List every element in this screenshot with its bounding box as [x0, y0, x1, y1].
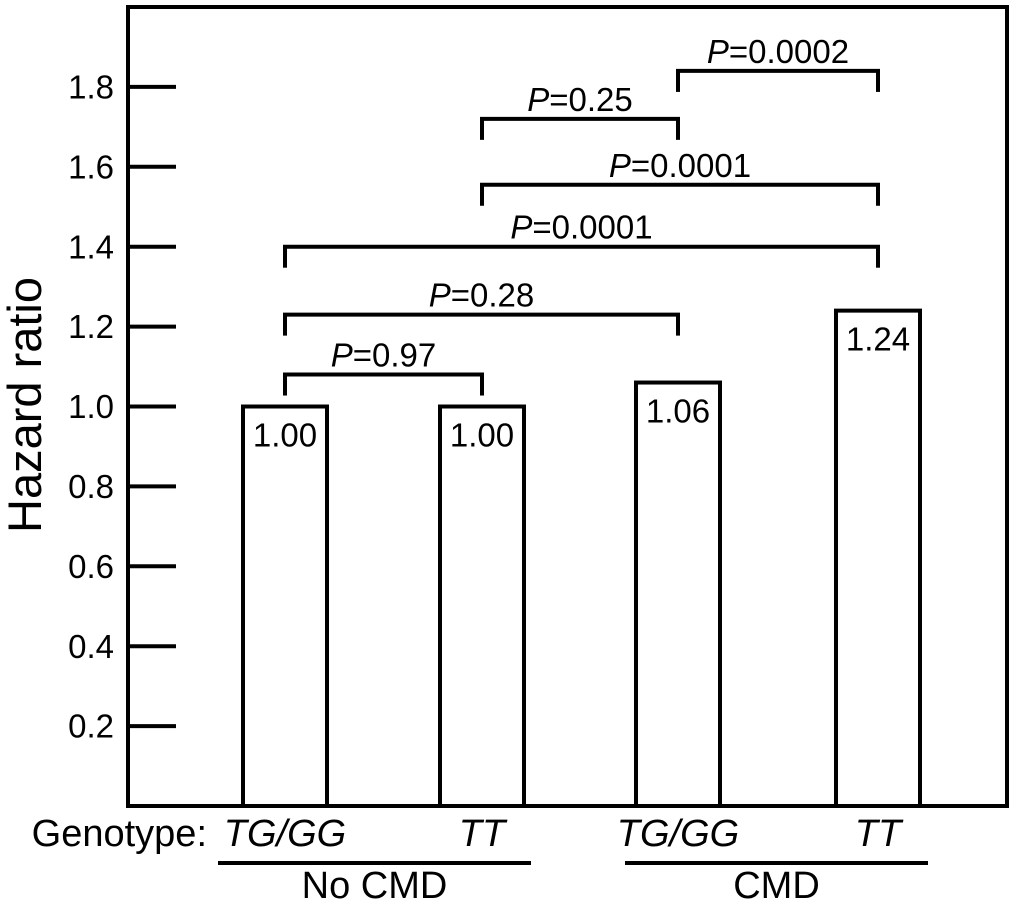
pvalue-bracket: P=0.0001: [283, 209, 880, 268]
bar-value-label: 1.24: [846, 321, 910, 358]
bars-group: 1.00 1.00 1.06 1.24: [241, 308, 922, 808]
pvalue-label: P=0.0001: [609, 147, 751, 184]
pvalue-label: P=0.28: [429, 277, 535, 314]
genotype-label: TT: [459, 813, 508, 855]
bar-tt-3: [834, 308, 922, 808]
y-tick-label: 0.8: [68, 468, 114, 505]
bar-tg-gg-2: [634, 380, 722, 808]
bar-value-label: 1.00: [450, 417, 514, 454]
y-tick-label: 0.2: [68, 708, 114, 745]
y-tick-label: 1.6: [68, 148, 114, 185]
genotype-label: TG/GG: [224, 813, 346, 855]
pvalue-bracket: P=0.0002: [676, 33, 880, 92]
pvalue-bracket: P=0.25: [480, 81, 680, 140]
bar-value-label: 1.06: [646, 393, 710, 430]
pvalue-bracket: P=0.28: [283, 277, 680, 336]
bar-tg-gg-0: [241, 404, 329, 808]
y-tick-label: 1.0: [68, 388, 114, 425]
y-tick-label: 1.2: [68, 308, 114, 345]
y-tick-label: 0.6: [68, 548, 114, 585]
pvalue-label: P=0.0001: [510, 209, 652, 246]
pvalue-brackets-group: P=0.97 P=0.28 P=0.0001 P=0.0001 P=0.25 P=0.00…: [283, 33, 880, 396]
bar-tt-1: [438, 404, 526, 808]
y-tick-label: 1.4: [68, 228, 114, 265]
x-axis-prefix-label: Genotype:: [32, 813, 207, 855]
group-label: No CMD: [302, 865, 448, 907]
pvalue-label: P=0.0002: [707, 33, 849, 70]
pvalue-label: P=0.25: [527, 81, 633, 118]
genotype-label: TG/GG: [617, 813, 739, 855]
y-axis-ticks-group: 0.2 0.4 0.6 0.8 1.0 1.2 1.4 1.6 1.8: [68, 68, 176, 745]
y-axis-title: Hazard ratio: [0, 277, 51, 533]
pvalue-label: P=0.97: [331, 337, 437, 374]
y-tick-label: 0.4: [68, 628, 114, 665]
pvalue-bracket: P=0.0001: [480, 147, 880, 206]
pvalue-bracket: P=0.97: [283, 337, 484, 396]
x-axis-labels-group: Genotype: TG/GG TT TG/GG TT No CMD CMD: [32, 813, 928, 907]
group-label: CMD: [733, 865, 820, 907]
bar-value-label: 1.00: [253, 417, 317, 454]
genotype-label: TT: [855, 813, 904, 855]
y-tick-label: 1.8: [68, 68, 114, 105]
